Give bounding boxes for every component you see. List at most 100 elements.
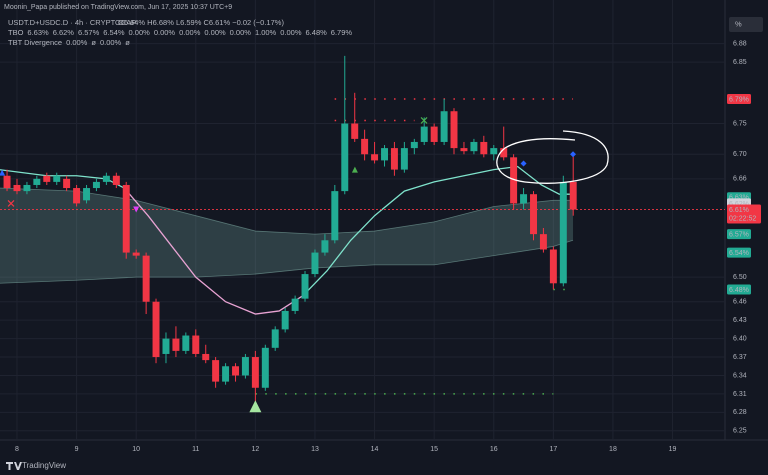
- price-label: 6.63%: [729, 195, 749, 202]
- candle-body: [410, 141, 418, 149]
- y-tick-label: 6.37: [733, 354, 747, 361]
- candle-body: [321, 240, 329, 253]
- candle-body: [212, 360, 220, 382]
- published-note: Moonin_Papa published on TradingView.com…: [4, 4, 232, 11]
- indicator-name: TBO: [8, 28, 24, 37]
- indicator-value: 6.57%: [78, 28, 100, 37]
- indicator-value: 0.00%: [100, 38, 122, 47]
- scale-button-label[interactable]: %: [735, 19, 742, 28]
- candle-body: [43, 175, 51, 182]
- candle-body: [361, 138, 369, 155]
- indicator-value: 6.62%: [53, 28, 75, 37]
- candle-body: [450, 111, 458, 149]
- candle-body: [311, 252, 319, 275]
- y-tick-label: 6.85: [733, 59, 747, 66]
- candle-body: [440, 111, 448, 142]
- hand-drawn-ellipse: [496, 130, 609, 184]
- y-tick-label: 6.50: [733, 274, 747, 281]
- candle-body: [202, 353, 210, 361]
- scale-button[interactable]: [729, 17, 763, 32]
- indicator-value: 1.00%: [255, 28, 277, 37]
- price-label: 6.79%: [729, 96, 749, 103]
- price-label-box: [727, 93, 751, 104]
- candle-body: [172, 338, 180, 351]
- axes: 6.25 6.28 6.31 6.34 6.37 6.40 6.43 6.46 6.50 6.66…: [15, 40, 761, 453]
- price-label: 6.48%: [729, 287, 749, 294]
- indicator-value: ø: [125, 38, 130, 47]
- candle-body: [420, 126, 428, 142]
- x-tick-label: 10: [132, 446, 140, 453]
- candle-body: [331, 191, 339, 241]
- symbol: USDT.D+USDC.D · 4h · CRYPTOCAP: [8, 18, 136, 27]
- candle-body: [112, 175, 120, 185]
- x-tick-label: 13: [311, 446, 319, 453]
- indicator-value: 0.00%: [230, 28, 252, 37]
- candle-body: [261, 347, 269, 388]
- candle-body: [102, 175, 110, 182]
- signal-marker: [249, 400, 262, 413]
- y-tick-label: 6.75: [733, 120, 747, 127]
- x-tick-label: 15: [430, 446, 438, 453]
- y-tick-label: 6.66: [733, 176, 747, 183]
- candle-body: [281, 310, 289, 330]
- countdown: 02:22:52: [729, 215, 756, 222]
- x-tick-label: 9: [75, 446, 79, 453]
- last-price-label: 6.61%: [729, 207, 749, 214]
- signal-marker: [0, 169, 6, 176]
- candle-body: [500, 148, 508, 158]
- indicator-value: 0.00%: [66, 38, 88, 47]
- candle-body: [23, 184, 31, 192]
- candle-body: [92, 181, 100, 189]
- candle-body: [132, 252, 140, 256]
- y-tick-label: 6.88: [733, 40, 747, 47]
- candle-body: [271, 329, 279, 348]
- signal-marker: [570, 151, 577, 158]
- signal-marker: [133, 206, 140, 213]
- indicator-name: TBT Divergence: [8, 38, 62, 47]
- candle-body: [381, 148, 389, 161]
- candle-body: [241, 357, 249, 376]
- candle-body: [152, 301, 160, 358]
- candle-body: [460, 148, 468, 152]
- candle-body: [480, 141, 488, 155]
- x-tick-label: 17: [549, 446, 557, 453]
- candle-body: [182, 335, 190, 351]
- candle-body: [122, 184, 130, 253]
- y-tick-label: 6.43: [733, 317, 747, 324]
- candle-body: [222, 366, 230, 382]
- candle-body: [232, 366, 240, 376]
- x-tick-label: 19: [669, 446, 677, 453]
- signal-marker: [351, 166, 358, 173]
- x-tick-label: 8: [15, 446, 19, 453]
- candle-body: [559, 181, 567, 284]
- price-label: 6.62%: [729, 201, 749, 208]
- y-tick-label: 6.28: [733, 409, 747, 416]
- candle-body: [301, 274, 309, 299]
- y-tick-label: 6.31: [733, 391, 747, 398]
- candle-body: [530, 194, 537, 235]
- indicator-value: ø: [91, 38, 96, 47]
- x-tick-label: 18: [609, 446, 617, 453]
- candle-body: [371, 154, 379, 161]
- indicator-value: 0.00%: [129, 28, 151, 37]
- candle-body: [33, 178, 41, 185]
- candle-body: [390, 148, 398, 170]
- candle-body: [569, 181, 577, 210]
- indicator-values: 0.00% ø 0.00% ø: [66, 38, 130, 47]
- signal-marker: [420, 117, 428, 124]
- signal-marker: [7, 199, 15, 207]
- candle-body: [490, 148, 498, 155]
- y-tick-label: 6.70: [733, 151, 747, 158]
- x-tick-label: 11: [192, 446, 199, 453]
- candle-body: [510, 157, 518, 204]
- candle-body: [83, 188, 91, 201]
- price-label: 6.54%: [729, 250, 749, 257]
- footer-brand: TradingView: [22, 461, 66, 470]
- candle-body: [470, 141, 478, 152]
- price-label-box: [727, 284, 751, 295]
- candle-body: [63, 178, 71, 189]
- candle-body: [251, 357, 259, 388]
- y-tick-label: 6.46: [733, 299, 747, 306]
- candle-body: [162, 338, 170, 354]
